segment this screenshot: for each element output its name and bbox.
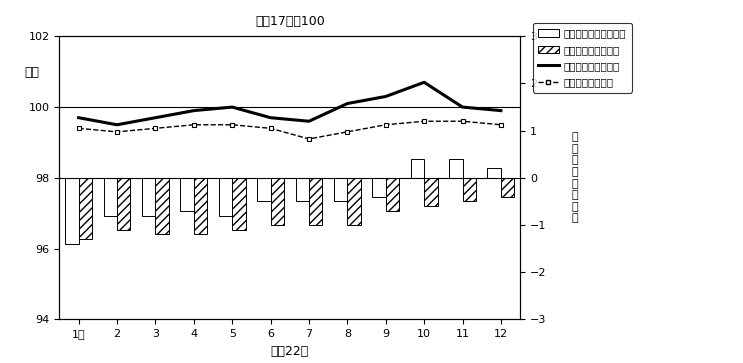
Bar <box>386 178 399 211</box>
Bar <box>348 178 361 225</box>
総合指数（茨城県） <box>343 101 352 106</box>
総合指数（全国） <box>381 123 390 127</box>
総合指数（茨城県） <box>151 115 160 120</box>
総合指数（茨城県） <box>74 115 83 120</box>
Bar <box>501 178 514 197</box>
Legend: 前年同月比（茨城県）, 前年同月比（全国）, 総合指数（茨城県）, 総合指数（全国）: 前年同月比（茨城県）, 前年同月比（全国）, 総合指数（茨城県）, 総合指数（全… <box>533 23 632 93</box>
総合指数（茨城県） <box>113 123 122 127</box>
総合指数（全国） <box>189 123 198 127</box>
総合指数（全国） <box>266 126 275 130</box>
Line: 総合指数（茨城県）: 総合指数（茨城県） <box>79 82 501 125</box>
Bar <box>270 178 284 225</box>
Line: 総合指数（全国）: 総合指数（全国） <box>77 119 503 141</box>
総合指数（茨城県） <box>266 115 275 120</box>
総合指数（全国） <box>227 123 236 127</box>
Y-axis label: 指数: 指数 <box>25 66 39 79</box>
総合指数（茨城県） <box>496 109 505 113</box>
総合指数（全国） <box>113 130 122 134</box>
Bar <box>372 178 386 197</box>
Bar <box>462 178 476 201</box>
Bar <box>142 178 155 216</box>
Bar <box>79 178 92 239</box>
Bar <box>257 178 270 201</box>
Bar <box>218 178 233 216</box>
Bar <box>65 178 79 244</box>
総合指数（全国） <box>305 137 314 141</box>
Bar <box>449 159 462 178</box>
Bar <box>117 178 131 230</box>
総合指数（茨城県） <box>305 119 314 123</box>
Bar <box>487 168 501 178</box>
総合指数（全国） <box>458 119 467 123</box>
総合指数（全国） <box>343 130 352 134</box>
X-axis label: 平成22年: 平成22年 <box>270 345 309 358</box>
Bar <box>309 178 322 225</box>
Bar <box>424 178 438 206</box>
総合指数（茨城県） <box>458 105 467 109</box>
Bar <box>155 178 169 234</box>
Y-axis label: 前
年
同
月
比
（
％
）: 前 年 同 月 比 （ ％ ） <box>571 132 578 224</box>
Bar <box>232 178 246 230</box>
総合指数（茨城県） <box>381 94 390 99</box>
Bar <box>411 159 424 178</box>
総合指数（茨城県） <box>420 80 429 85</box>
総合指数（茨城県） <box>227 105 236 109</box>
Bar <box>334 178 348 201</box>
総合指数（全国） <box>74 126 83 130</box>
総合指数（全国） <box>420 119 429 123</box>
Text: 平成17年＝100: 平成17年＝100 <box>255 15 325 28</box>
Bar <box>103 178 117 216</box>
総合指数（全国） <box>151 126 160 130</box>
Bar <box>296 178 309 201</box>
Bar <box>181 178 194 211</box>
Bar <box>194 178 207 234</box>
総合指数（全国） <box>496 123 505 127</box>
総合指数（茨城県） <box>189 109 198 113</box>
